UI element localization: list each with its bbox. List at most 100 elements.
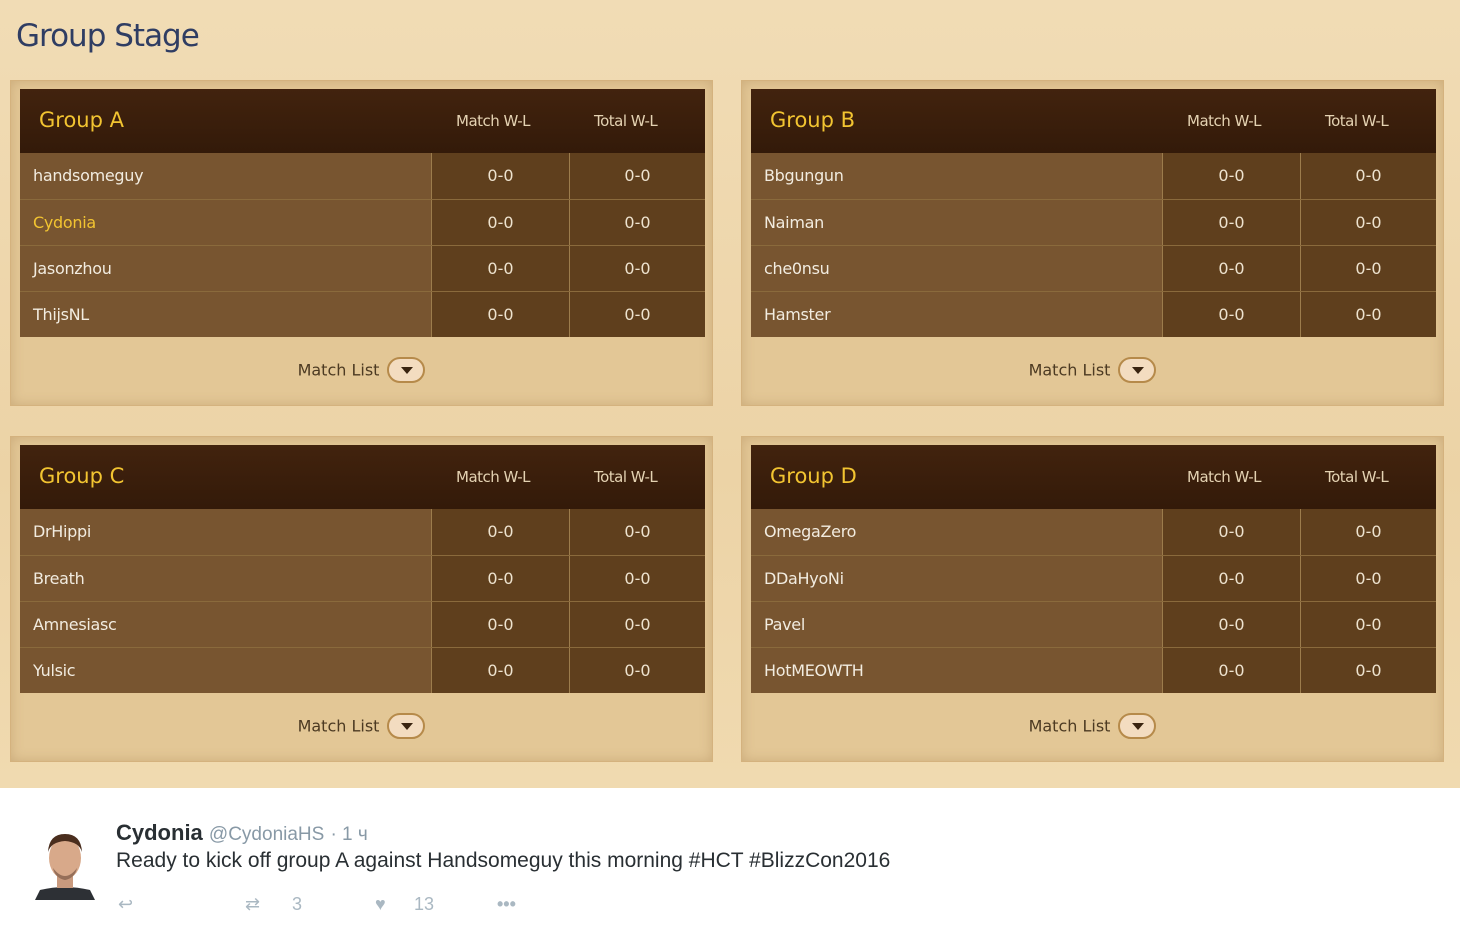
match-list-label[interactable]: Match List	[297, 360, 380, 380]
match-wl: 0-0	[1162, 246, 1300, 291]
match-list-toggle[interactable]: Match List	[742, 357, 1443, 383]
player-name: Cydonia	[20, 200, 431, 245]
total-wl: 0-0	[569, 200, 705, 245]
tweet-time[interactable]: · 1 ч	[330, 824, 368, 845]
player-name: Naiman	[751, 200, 1162, 245]
chevron-down-icon[interactable]	[1118, 357, 1157, 383]
group-name: Group C	[39, 464, 125, 488]
group-name: Group D	[770, 464, 857, 488]
total-wl-header: Total W-L	[594, 112, 658, 130]
player-name: Pavel	[751, 602, 1162, 647]
group-name: Group B	[770, 108, 856, 132]
player-name: DrHippi	[20, 509, 431, 555]
match-wl: 0-0	[431, 602, 569, 647]
player-name: HotMEOWTH	[751, 648, 1162, 693]
table-row: ThijsNL 0-0 0-0	[20, 291, 705, 337]
table-row: OmegaZero 0-0 0-0	[751, 509, 1436, 555]
match-wl: 0-0	[431, 648, 569, 693]
retweet-count: 3	[292, 894, 303, 914]
author-name[interactable]: Cydonia	[116, 820, 203, 845]
match-wl: 0-0	[431, 509, 569, 555]
player-name: Breath	[20, 556, 431, 601]
total-wl-header: Total W-L	[1325, 468, 1389, 486]
total-wl: 0-0	[569, 556, 705, 601]
avatar[interactable]	[35, 828, 95, 900]
group-panel: Group B Match W-L Total W-L Bbgungun 0-0…	[741, 80, 1444, 406]
match-list-label[interactable]: Match List	[1028, 360, 1111, 380]
group-name: Group A	[39, 108, 124, 132]
player-name: Amnesiasc	[20, 602, 431, 647]
chevron-down-icon[interactable]	[387, 713, 426, 739]
player-name: Bbgungun	[751, 153, 1162, 199]
tweet: Cydonia @CydoniaHS · 1 ч Ready to kick o…	[0, 788, 1460, 951]
match-wl: 0-0	[1162, 509, 1300, 555]
table-row: DDaHyoNi 0-0 0-0	[751, 555, 1436, 601]
table-row: Bbgungun 0-0 0-0	[751, 153, 1436, 199]
tweet-author: Cydonia @CydoniaHS · 1 ч	[116, 820, 368, 846]
table-row: Yulsic 0-0 0-0	[20, 647, 705, 693]
match-wl: 0-0	[1162, 200, 1300, 245]
match-list-toggle[interactable]: Match List	[11, 713, 712, 739]
total-wl: 0-0	[1300, 556, 1436, 601]
chevron-down-icon[interactable]	[387, 357, 426, 383]
page-title: Group Stage	[16, 18, 200, 54]
total-wl-header: Total W-L	[594, 468, 658, 486]
match-wl: 0-0	[431, 200, 569, 245]
table-row: Jasonzhou 0-0 0-0	[20, 245, 705, 291]
table-row: Naiman 0-0 0-0	[751, 199, 1436, 245]
table-row: DrHippi 0-0 0-0	[20, 509, 705, 555]
total-wl: 0-0	[569, 153, 705, 199]
match-wl: 0-0	[1162, 292, 1300, 337]
like-count: 13	[414, 894, 435, 914]
total-wl: 0-0	[1300, 292, 1436, 337]
total-wl: 0-0	[569, 509, 705, 555]
match-wl: 0-0	[1162, 602, 1300, 647]
table-row: che0nsu 0-0 0-0	[751, 245, 1436, 291]
retweet-icon[interactable]: ⇄	[245, 894, 261, 914]
match-list-label[interactable]: Match List	[297, 716, 380, 736]
match-wl: 0-0	[431, 246, 569, 291]
match-wl-header: Match W-L	[1187, 468, 1262, 486]
match-wl: 0-0	[1162, 556, 1300, 601]
group-header: Group D Match W-L Total W-L	[751, 445, 1436, 509]
total-wl: 0-0	[1300, 509, 1436, 555]
total-wl: 0-0	[569, 246, 705, 291]
match-wl-header: Match W-L	[456, 468, 531, 486]
more-icon[interactable]: •••	[497, 894, 516, 914]
total-wl: 0-0	[1300, 648, 1436, 693]
like-icon[interactable]: ♥	[375, 894, 386, 914]
table-row: HotMEOWTH 0-0 0-0	[751, 647, 1436, 693]
total-wl: 0-0	[569, 292, 705, 337]
table-row: handsomeguy 0-0 0-0	[20, 153, 705, 199]
table-row: Pavel 0-0 0-0	[751, 601, 1436, 647]
match-wl-header: Match W-L	[1187, 112, 1262, 130]
chevron-down-icon[interactable]	[1118, 713, 1157, 739]
match-list-toggle[interactable]: Match List	[742, 713, 1443, 739]
match-wl: 0-0	[431, 556, 569, 601]
author-handle[interactable]: @CydoniaHS	[208, 824, 325, 845]
table-row: Amnesiasc 0-0 0-0	[20, 601, 705, 647]
match-list-label[interactable]: Match List	[1028, 716, 1111, 736]
player-name: ThijsNL	[20, 292, 431, 337]
match-list-toggle[interactable]: Match List	[11, 357, 712, 383]
total-wl: 0-0	[569, 602, 705, 647]
match-wl: 0-0	[1162, 648, 1300, 693]
group-header: Group B Match W-L Total W-L	[751, 89, 1436, 153]
match-wl: 0-0	[431, 153, 569, 199]
group-header: Group C Match W-L Total W-L	[20, 445, 705, 509]
match-wl-header: Match W-L	[456, 112, 531, 130]
total-wl: 0-0	[1300, 246, 1436, 291]
table-row: Cydonia 0-0 0-0	[20, 199, 705, 245]
group-header: Group A Match W-L Total W-L	[20, 89, 705, 153]
total-wl: 0-0	[1300, 153, 1436, 199]
total-wl: 0-0	[569, 648, 705, 693]
total-wl-header: Total W-L	[1325, 112, 1389, 130]
group-panel: Group D Match W-L Total W-L OmegaZero 0-…	[741, 436, 1444, 762]
group-panel: Group A Match W-L Total W-L handsomeguy …	[10, 80, 713, 406]
reply-icon[interactable]: ↩	[118, 894, 134, 914]
player-name: Jasonzhou	[20, 246, 431, 291]
player-name: DDaHyoNi	[751, 556, 1162, 601]
player-name: OmegaZero	[751, 509, 1162, 555]
player-name: che0nsu	[751, 246, 1162, 291]
group-panel: Group C Match W-L Total W-L DrHippi 0-0 …	[10, 436, 713, 762]
